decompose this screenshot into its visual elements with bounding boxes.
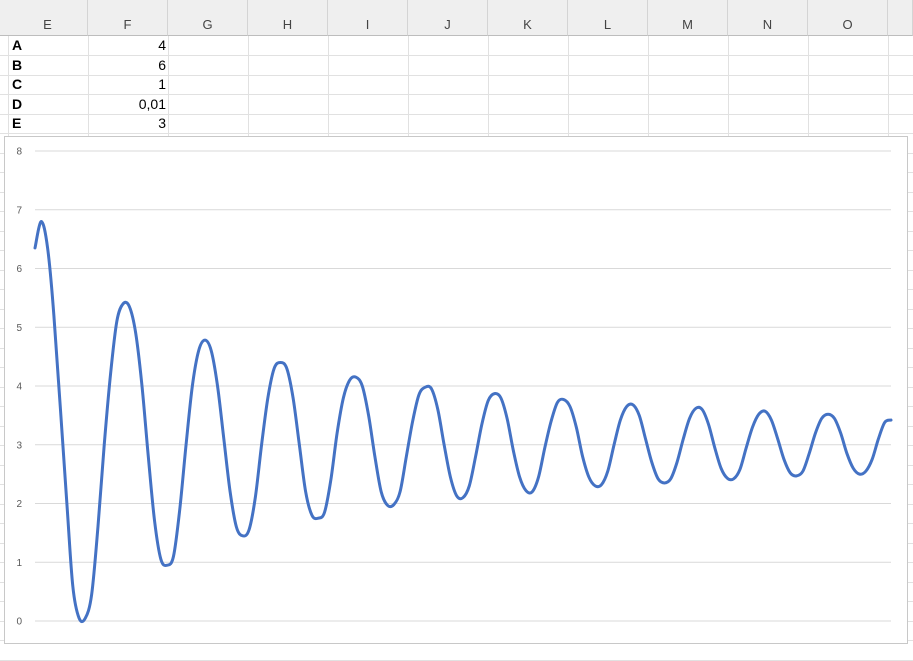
- column-header-e[interactable]: E: [8, 0, 88, 36]
- y-tick-label: 3: [16, 440, 22, 451]
- parameter-label-b[interactable]: B: [12, 56, 23, 73]
- parameter-value-c[interactable]: 1: [158, 76, 166, 92]
- column-header-h[interactable]: H: [248, 0, 328, 36]
- y-tick-label: 0: [16, 617, 22, 628]
- y-tick-label: 6: [16, 264, 22, 275]
- y-tick-label: 7: [16, 205, 22, 216]
- column-header-n[interactable]: N: [728, 0, 808, 36]
- parameter-label-d[interactable]: D: [12, 95, 23, 112]
- grid-row-line: [0, 55, 913, 56]
- grid-row-line: [0, 659, 913, 661]
- y-tick-label: 1: [16, 558, 22, 569]
- column-header-f[interactable]: F: [88, 0, 168, 36]
- grid-row-line: [0, 74, 913, 76]
- y-tick-label: 4: [16, 382, 22, 393]
- column-header-j[interactable]: J: [408, 0, 488, 36]
- y-tick-label: 5: [16, 323, 22, 334]
- line-chart[interactable]: 0 1 2 3 4 5 6 7 8: [4, 136, 908, 644]
- column-header-l[interactable]: L: [568, 0, 648, 36]
- column-header-k[interactable]: K: [488, 0, 568, 36]
- y-tick-label: 8: [16, 147, 22, 158]
- chart-plot-area: 0 1 2 3 4 5 6 7 8: [16, 147, 893, 628]
- y-tick-label: 2: [16, 499, 22, 510]
- parameter-value-d[interactable]: 0,01: [138, 95, 166, 112]
- parameter-label-c[interactable]: C: [12, 76, 23, 92]
- series-line[interactable]: [33, 220, 893, 624]
- column-header-next[interactable]: [888, 0, 913, 36]
- parameter-value-e[interactable]: 3: [158, 115, 166, 131]
- parameter-value-a[interactable]: 4: [158, 37, 166, 53]
- grid-row-line: [0, 133, 913, 134]
- parameter-label-a[interactable]: A: [12, 37, 23, 53]
- grid-row-line: [0, 94, 913, 95]
- column-header-m[interactable]: M: [648, 0, 728, 36]
- grid-row-line: [0, 113, 913, 115]
- column-header-o[interactable]: O: [808, 0, 888, 36]
- column-header-i[interactable]: I: [328, 0, 408, 36]
- column-header-g[interactable]: G: [168, 0, 248, 36]
- parameter-value-b[interactable]: 6: [158, 56, 166, 73]
- parameter-label-e[interactable]: E: [12, 115, 22, 131]
